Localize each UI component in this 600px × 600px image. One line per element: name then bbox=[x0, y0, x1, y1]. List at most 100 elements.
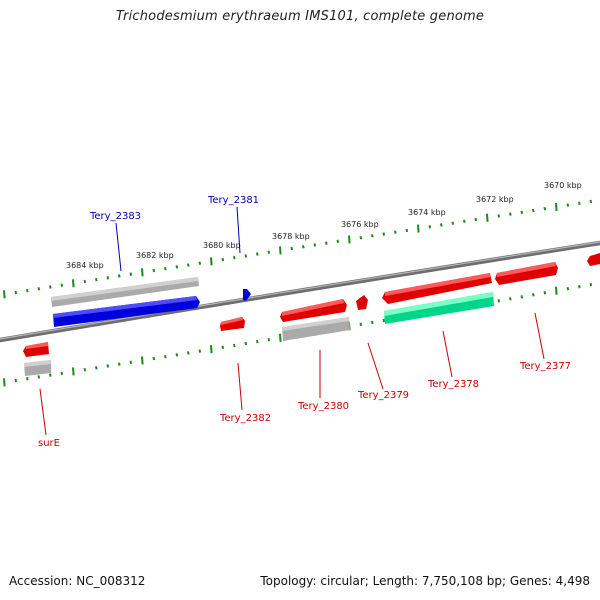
minor-tick bbox=[267, 250, 271, 254]
minor-tick bbox=[37, 375, 41, 379]
minor-tick bbox=[118, 362, 121, 366]
minor-tick bbox=[497, 299, 501, 303]
major-tick bbox=[3, 378, 6, 387]
scale-label: 3676 kbp bbox=[341, 220, 379, 229]
minor-tick bbox=[198, 261, 202, 265]
scale-label: 3670 kbp bbox=[544, 181, 582, 190]
minor-tick bbox=[152, 268, 156, 273]
minor-tick bbox=[497, 214, 501, 218]
major-tick bbox=[417, 224, 420, 233]
gene-label-tery-2377[interactable]: Tery_2377 bbox=[519, 361, 571, 372]
minor-tick bbox=[256, 339, 259, 344]
minor-tick bbox=[95, 277, 98, 282]
genome-title: Trichodesmium erythraeum IMS101, complet… bbox=[115, 9, 485, 24]
scale-label: 3672 kbp bbox=[476, 195, 514, 204]
minor-tick bbox=[520, 295, 524, 299]
major-tick bbox=[72, 279, 75, 288]
minor-tick bbox=[371, 234, 374, 238]
minor-tick bbox=[49, 373, 52, 377]
major-tick bbox=[210, 257, 213, 266]
minor-tick bbox=[175, 265, 179, 269]
minor-tick bbox=[566, 203, 570, 207]
minor-tick bbox=[49, 285, 52, 289]
minor-tick bbox=[14, 378, 18, 383]
minor-tick bbox=[371, 320, 374, 325]
gene-label-tery-2379[interactable]: Tery_2379 bbox=[357, 390, 409, 401]
minor-tick bbox=[83, 367, 87, 372]
minor-tick bbox=[14, 290, 18, 295]
major-tick bbox=[486, 213, 489, 222]
minor-tick bbox=[451, 221, 455, 225]
minor-tick bbox=[428, 225, 432, 229]
scale-label: 3674 kbp bbox=[408, 208, 446, 217]
minor-tick bbox=[233, 343, 236, 348]
minor-tick bbox=[290, 246, 294, 251]
genome-summary-text: Topology: circular; Length: 7,750,108 bp… bbox=[260, 574, 590, 588]
minor-tick bbox=[164, 266, 167, 271]
gene-label-tery-2381[interactable]: Tery_2381 bbox=[207, 195, 259, 206]
minor-tick bbox=[26, 288, 29, 293]
minor-tick bbox=[589, 282, 593, 287]
gene-label-tery-2378[interactable]: Tery_2378 bbox=[427, 379, 479, 390]
genome-backbone bbox=[0, 240, 600, 343]
minor-tick bbox=[325, 241, 328, 245]
minor-tick bbox=[578, 285, 581, 289]
minor-tick bbox=[187, 351, 190, 355]
gene-label-tery-2382[interactable]: Tery_2382 bbox=[219, 413, 271, 424]
minor-tick bbox=[221, 345, 225, 350]
minor-tick bbox=[313, 243, 317, 247]
minor-tick bbox=[187, 263, 190, 267]
minor-tick bbox=[520, 210, 524, 215]
major-tick bbox=[348, 235, 351, 244]
minor-tick bbox=[589, 199, 593, 204]
minor-tick bbox=[463, 219, 466, 224]
minor-tick bbox=[532, 208, 535, 213]
minor-tick bbox=[405, 228, 409, 233]
minor-tick bbox=[221, 257, 225, 262]
minor-tick bbox=[267, 338, 271, 342]
minor-tick bbox=[474, 217, 478, 222]
minor-tick bbox=[152, 356, 156, 361]
minor-tick bbox=[382, 318, 386, 323]
upper-tick-track bbox=[3, 199, 593, 299]
gene-label-sure[interactable]: surE bbox=[38, 438, 60, 449]
scale-label: 3684 kbp bbox=[66, 261, 104, 270]
gene-tery-2381[interactable] bbox=[243, 289, 251, 301]
minor-tick bbox=[302, 245, 305, 249]
major-tick bbox=[279, 246, 282, 255]
minor-tick bbox=[578, 201, 581, 205]
gene-offscreen-right[interactable] bbox=[587, 253, 600, 266]
minor-tick bbox=[359, 322, 363, 327]
minor-tick bbox=[336, 239, 340, 244]
accession-text: Accession: NC_008312 bbox=[9, 574, 146, 588]
minor-tick bbox=[106, 276, 110, 280]
major-tick bbox=[555, 286, 558, 295]
minor-tick bbox=[60, 371, 64, 375]
minor-tick bbox=[129, 272, 133, 276]
minor-tick bbox=[175, 353, 179, 357]
gene-label-tery-2383[interactable]: Tery_2383 bbox=[89, 211, 141, 222]
minor-tick bbox=[440, 223, 443, 227]
scale-label: 3682 kbp bbox=[136, 251, 174, 260]
major-tick bbox=[279, 333, 282, 342]
gene-label-tery-2380[interactable]: Tery_2380 bbox=[297, 401, 349, 412]
minor-tick bbox=[233, 256, 236, 260]
minor-tick bbox=[394, 230, 397, 234]
minor-tick bbox=[509, 297, 512, 301]
minor-tick bbox=[129, 360, 133, 364]
scale-labels: 3684 kbp 3682 kbp 3680 kbp 3678 kbp 3676… bbox=[66, 181, 582, 270]
minor-tick bbox=[106, 364, 110, 368]
minor-tick bbox=[543, 207, 547, 211]
major-tick bbox=[555, 202, 558, 211]
gene-tery-2379[interactable] bbox=[356, 295, 368, 310]
minor-tick bbox=[509, 212, 512, 216]
minor-tick bbox=[198, 349, 202, 353]
minor-tick bbox=[95, 366, 98, 370]
scale-label: 3680 kbp bbox=[203, 241, 241, 250]
minor-tick bbox=[543, 291, 547, 295]
minor-tick bbox=[83, 279, 87, 284]
minor-tick bbox=[566, 287, 570, 291]
minor-tick bbox=[37, 287, 41, 291]
minor-tick bbox=[382, 232, 386, 236]
